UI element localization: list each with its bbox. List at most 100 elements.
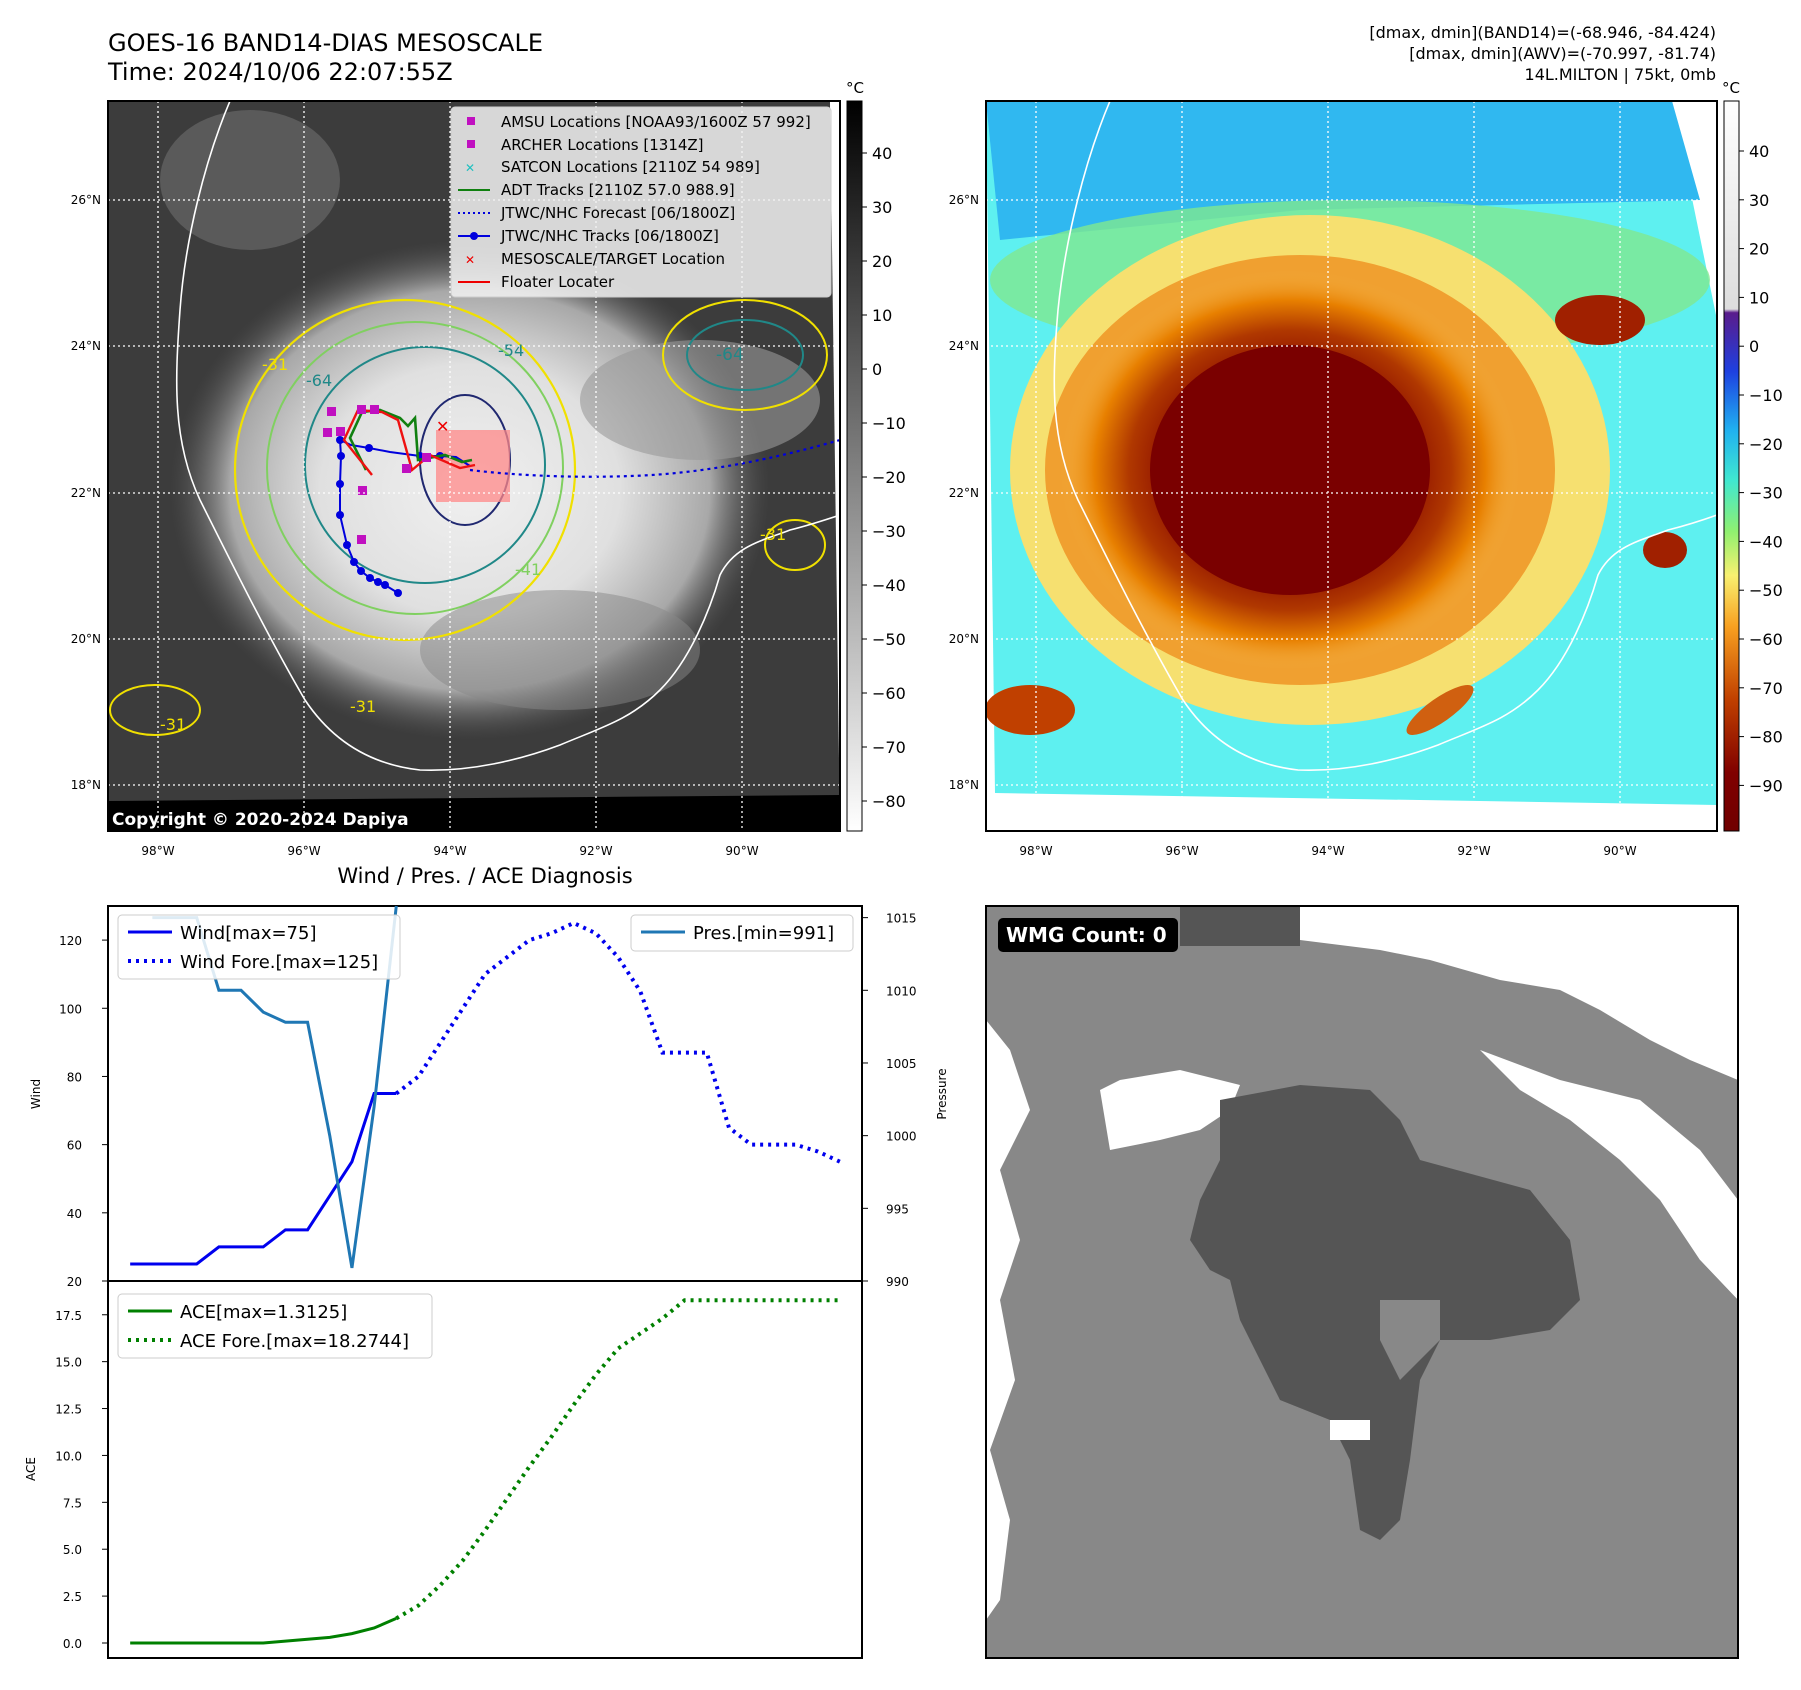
lat-label: 24°N xyxy=(949,339,979,353)
wmg-frame xyxy=(985,905,1739,1659)
colorbar-tick-label: −60 xyxy=(1749,630,1783,649)
legend-ace-fore: ACE Fore.[max=18.2744] xyxy=(180,1331,409,1352)
contour-yellow xyxy=(233,298,577,642)
ir-lon-labels: 98°W 96°W 94°W 92°W 90°W xyxy=(141,844,758,858)
wmg-white-region-northeast xyxy=(1240,906,1738,1080)
colorbar-tick-label: 0 xyxy=(872,360,882,379)
ace-tick-label: 5.0 xyxy=(63,1543,82,1557)
no-data-region xyxy=(108,795,840,831)
colorbar-tick-label: −20 xyxy=(872,468,906,487)
colorbar-tick-label: −90 xyxy=(1749,776,1783,795)
coastline xyxy=(1053,101,1717,772)
contour-yellow-sw xyxy=(109,684,201,736)
colorbar-tick-label: −40 xyxy=(1749,532,1783,551)
ne-cell xyxy=(1555,295,1645,345)
ace-legend: ACE[max=1.3125] ACE Fore.[max=18.2744] xyxy=(117,1293,433,1359)
legend-box xyxy=(450,106,832,298)
ace-axis-label: ACE xyxy=(24,1457,38,1481)
contour-teal-ne xyxy=(686,319,804,391)
target-marker: ✕ xyxy=(436,417,449,436)
legend-wind: Wind[max=75] xyxy=(180,923,317,944)
ace-chart-frame xyxy=(107,1280,863,1659)
color-lat-labels: 26°N 24°N 22°N 20°N 18°N xyxy=(949,193,979,792)
wind-legend-box xyxy=(117,914,401,980)
diagnosis-title: Wind / Pres. / ACE Diagnosis xyxy=(337,864,632,888)
ace-tick-label: 0.0 xyxy=(63,1637,82,1651)
color-map-frame xyxy=(985,100,1718,832)
contour-yellow-se xyxy=(764,519,826,571)
legend-marker-amsu xyxy=(467,117,475,125)
legend-marker-archer xyxy=(467,140,475,148)
wmg-gray-strip-east xyxy=(1700,1260,1738,1658)
wmg-badge xyxy=(998,918,1178,952)
ace-legend-box xyxy=(117,1293,433,1359)
legend-marker-target: ✕ xyxy=(465,253,475,267)
coastline xyxy=(175,101,840,772)
contour-teal xyxy=(304,346,546,584)
legend-ace: ACE[max=1.3125] xyxy=(180,1302,347,1323)
contour-green xyxy=(266,321,564,615)
color-lon-labels: 98°W 96°W 94°W 92°W 90°W xyxy=(1019,844,1636,858)
pressure-tick-label: 1005 xyxy=(886,1057,917,1071)
pressure-legend-box xyxy=(630,914,854,952)
contour-label-7: -31 xyxy=(760,525,786,544)
legend-adt: ADT Tracks [2110Z 57.0 988.9] xyxy=(501,181,735,199)
pressure-tick-label: 1015 xyxy=(886,912,917,926)
color-colorbar-ticks: 40 30 20 10 0 −10 −20 −30 −40 −50 −60 −70 −80 −90 xyxy=(1739,142,1783,795)
lon-label: 90°W xyxy=(725,844,758,858)
sw-cell xyxy=(986,685,1075,735)
legend-pressure: Pres.[min=991] xyxy=(693,923,834,944)
wind-tick-label: 80 xyxy=(67,1070,82,1084)
cloud-north-cluster xyxy=(160,110,340,250)
colorbar-tick-label: 20 xyxy=(872,252,892,271)
wind-tick-label: 100 xyxy=(59,1002,82,1016)
lon-label: 92°W xyxy=(579,844,612,858)
colorbar-tick-label: 40 xyxy=(1749,142,1769,161)
wind-tick-label: 40 xyxy=(67,1207,82,1221)
colorbar-tick-label: −60 xyxy=(872,684,906,703)
lon-label: 96°W xyxy=(1165,844,1198,858)
ace-forecast-line xyxy=(395,1298,840,1621)
color-colorbar xyxy=(1723,100,1740,832)
wmg-panel: WMG Count: 0 xyxy=(985,905,1739,1659)
amsu-markers xyxy=(323,405,431,544)
wind-yticks: 20 40 60 80 100 120 xyxy=(59,934,108,1289)
legend-marker-satcon: ✕ xyxy=(465,161,475,175)
colorbar-tick-label: −80 xyxy=(1749,728,1783,747)
colorbar-tick-label: −20 xyxy=(1749,435,1783,454)
color-map-panel: 26°N 24°N 22°N 20°N 18°N 98°W 96°W 94°W … xyxy=(949,79,1783,858)
contour-label-6: -31 xyxy=(160,715,186,734)
ace-line xyxy=(130,1617,397,1645)
wind-axis-label: Wind xyxy=(29,1079,43,1109)
contour-label-3: -31 xyxy=(262,355,288,374)
wmg-white-region-east xyxy=(1480,1050,1738,1300)
pressure-tick-label: 1010 xyxy=(886,984,917,998)
colorbar-tick-label: 10 xyxy=(872,306,892,325)
lat-label: 20°N xyxy=(949,632,979,646)
colorbar-tick-label: −30 xyxy=(872,522,906,541)
lon-label: 96°W xyxy=(287,844,320,858)
lat-label: 18°N xyxy=(71,778,101,792)
pressure-tick-label: 995 xyxy=(886,1202,909,1216)
contour-label-8: -41 xyxy=(515,560,541,579)
title-line-1: GOES-16 BAND14-DIAS MESOSCALE xyxy=(108,29,543,57)
title-line-2: Time: 2024/10/06 22:07:55Z xyxy=(107,58,453,86)
copyright-text: Copyright © 2020-2024 Dapiya xyxy=(112,810,409,830)
colorbar-tick-label: −10 xyxy=(1749,386,1783,405)
colorbar-tick-label: −70 xyxy=(872,738,906,757)
ace-tick-label: 2.5 xyxy=(63,1590,82,1604)
eyewall-core xyxy=(1150,345,1430,595)
wind-pressure-chart: Wind Pressure 20 40 60 80 100 120 990 995 1000 1… xyxy=(29,905,949,1289)
wmg-white-region-north xyxy=(1100,1070,1240,1150)
legend-target: MESOSCALE/TARGET Location xyxy=(501,250,725,268)
wind-tick-label: 60 xyxy=(67,1139,82,1153)
wmg-top-block xyxy=(1180,906,1300,946)
colorbar-tick-label: 10 xyxy=(1749,288,1769,307)
pressure-legend: Pres.[min=991] xyxy=(630,914,854,952)
lon-label: 90°W xyxy=(1603,844,1636,858)
wmg-gray-notch xyxy=(1380,1300,1440,1380)
contour-yellow-ne xyxy=(662,299,828,411)
ace-tick-label: 10.0 xyxy=(55,1449,82,1463)
ace-tick-label: 12.5 xyxy=(55,1403,82,1417)
wmg-count-label: WMG Count: 0 xyxy=(1006,923,1167,947)
